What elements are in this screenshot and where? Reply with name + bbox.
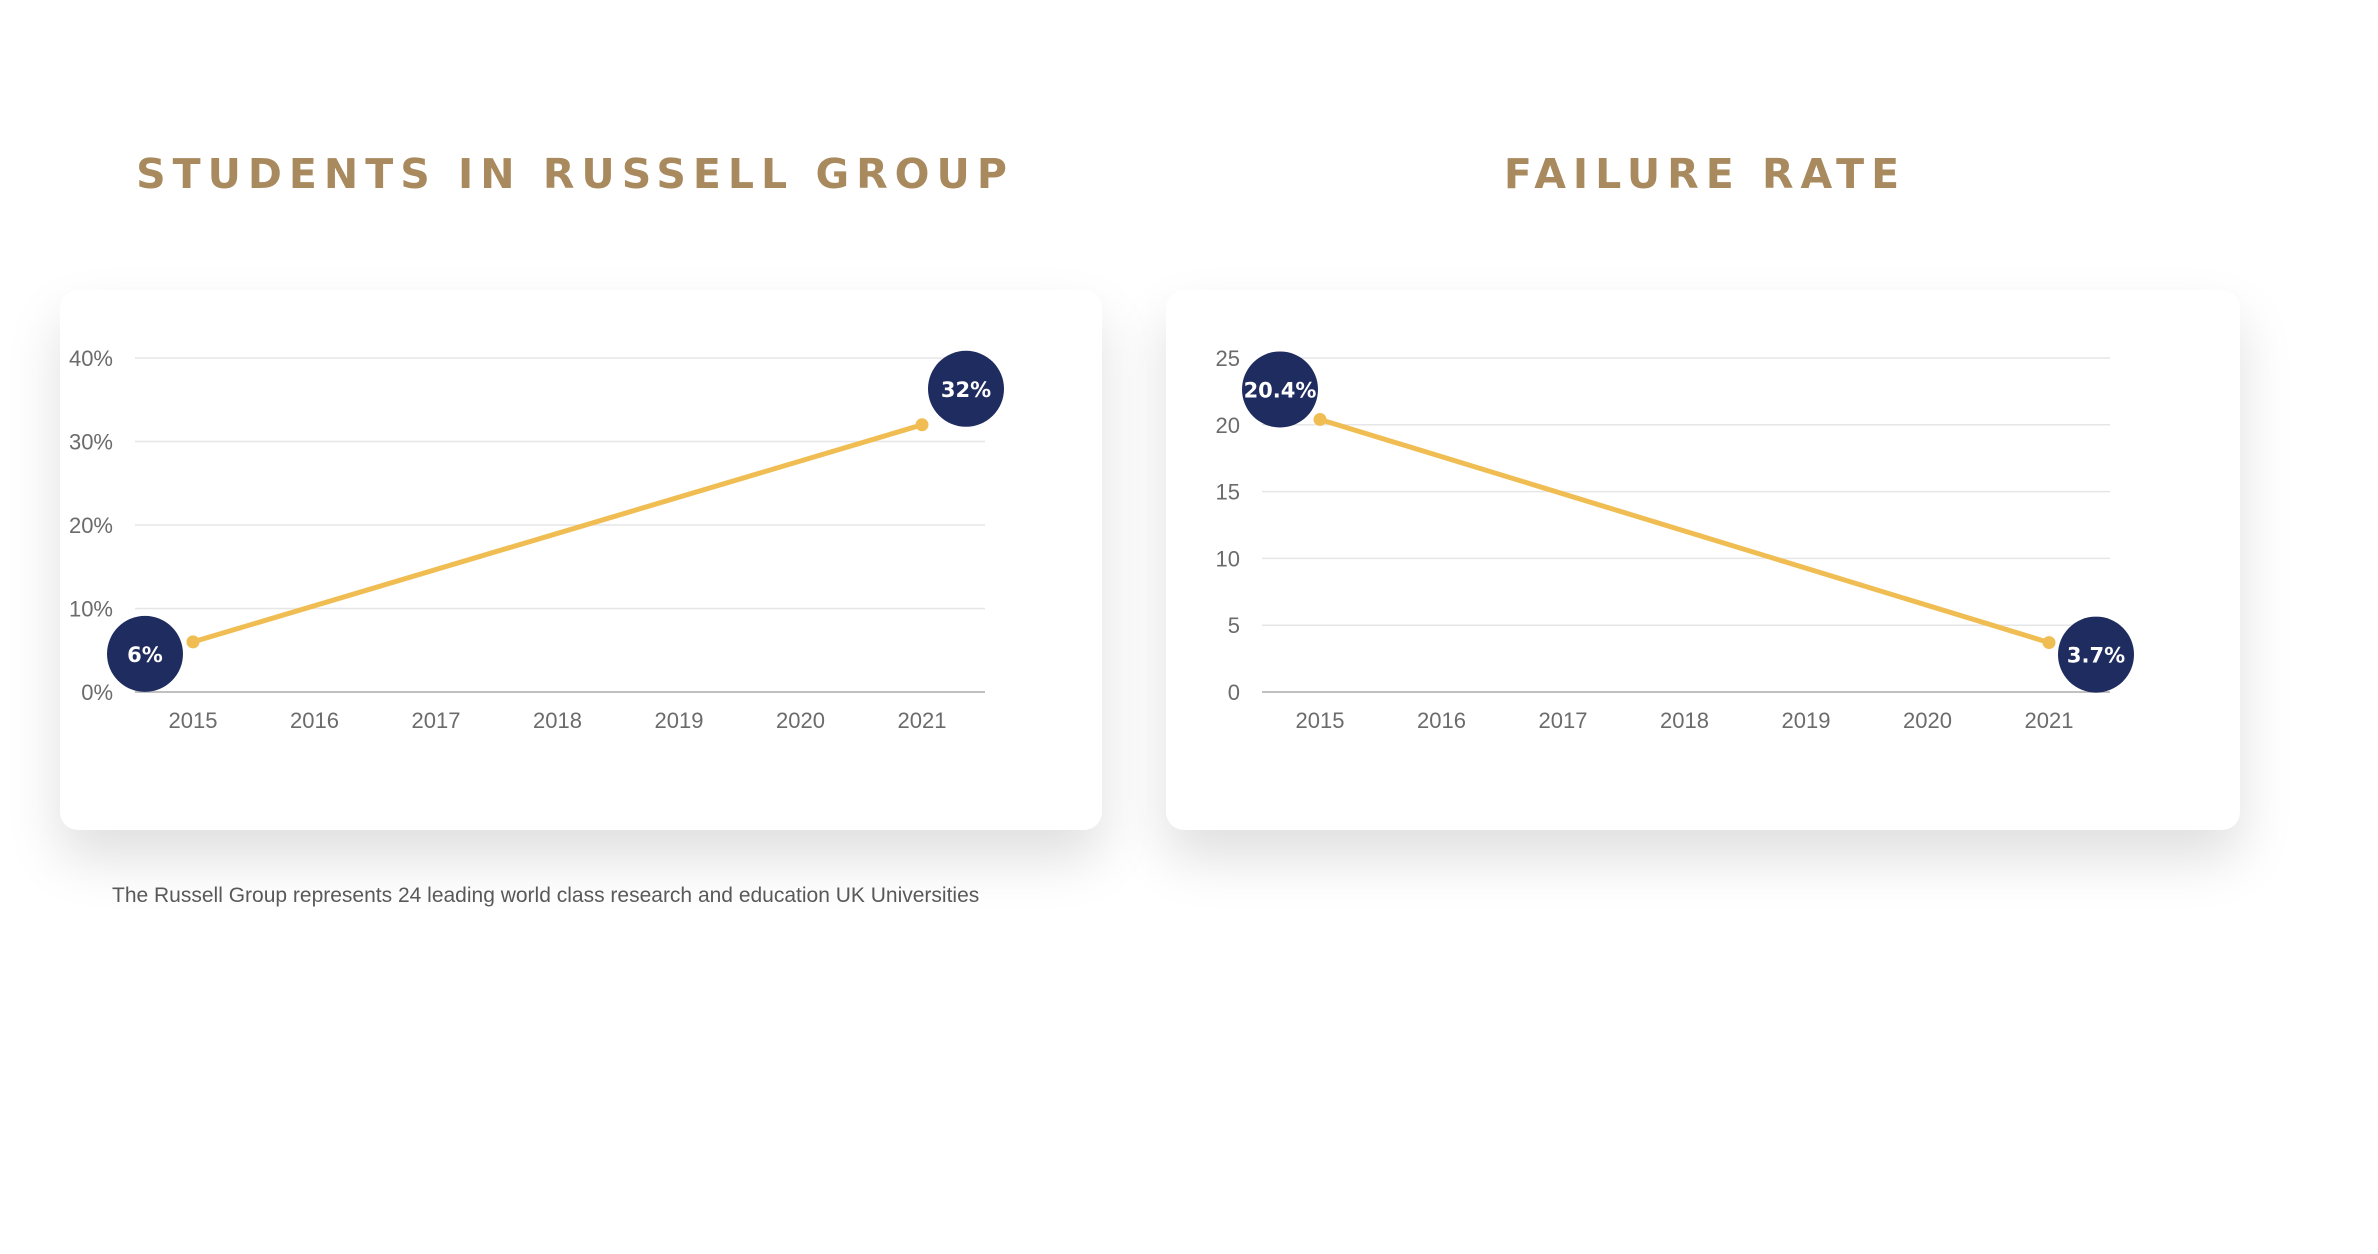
failure-rate-xtick-label: 2019 [1782,708,1831,733]
students-ytick-label: 20% [69,513,113,538]
failure-rate-ytick-label: 20 [1216,413,1240,438]
students-ytick-label: 40% [69,346,113,371]
failure-rate-data-label: 3.7% [2067,644,2125,668]
students-ytick-label: 10% [69,597,113,622]
chart-card-students [60,290,1102,830]
students-xtick-label: 2015 [169,708,218,733]
chart-title-students: STUDENTS IN RUSSELL GROUP [136,150,1014,198]
students-xtick-label: 2021 [898,708,947,733]
students-series-line [190,422,925,645]
failure-rate-xtick-label: 2015 [1296,708,1345,733]
failure-rate-data-label-bubble [2058,616,2134,693]
chart-card-failure-rate [1166,290,2240,830]
failure-rate-xtick-label: 2020 [1903,708,1952,733]
students-xtick-label: 2019 [655,708,704,733]
students-data-point [915,418,929,432]
students-xtick-label: 2016 [290,708,339,733]
students-ytick-label: 30% [69,430,113,455]
students-xtick-label: 2020 [776,708,825,733]
failure-rate-ytick-label: 25 [1216,346,1240,371]
failure-rate-ytick-label: 10 [1216,546,1240,571]
failure-rate-ytick-label: 5 [1228,613,1240,638]
students-data-point [186,635,200,649]
chart-title-failure-rate: FAILURE RATE [1503,150,1907,198]
students-data-label: 32% [941,378,991,402]
failure-rate-data-point [1313,412,1327,426]
students-data-label-bubble [107,615,183,692]
failure-rate-series-line [1317,416,2052,646]
students-xtick-label: 2018 [533,708,582,733]
footnote: The Russell Group represents 24 leading … [112,884,980,907]
students-xtick-label: 2017 [412,708,461,733]
students-data-label-bubble [928,350,1004,427]
failure-rate-ytick-label: 0 [1228,680,1240,705]
failure-rate-data-point [2042,636,2056,650]
failure-rate-xtick-label: 2017 [1539,708,1588,733]
students-data-label: 6% [127,643,163,667]
failure-rate-data-label-bubble [1242,351,1318,428]
failure-rate-ytick-label: 15 [1216,480,1240,505]
failure-rate-data-label: 20.4% [1244,378,1317,402]
students-ytick-label: 0% [81,680,113,705]
failure-rate-xtick-label: 2018 [1660,708,1709,733]
failure-rate-xtick-label: 2021 [2025,708,2074,733]
failure-rate-xtick-label: 2016 [1417,708,1466,733]
